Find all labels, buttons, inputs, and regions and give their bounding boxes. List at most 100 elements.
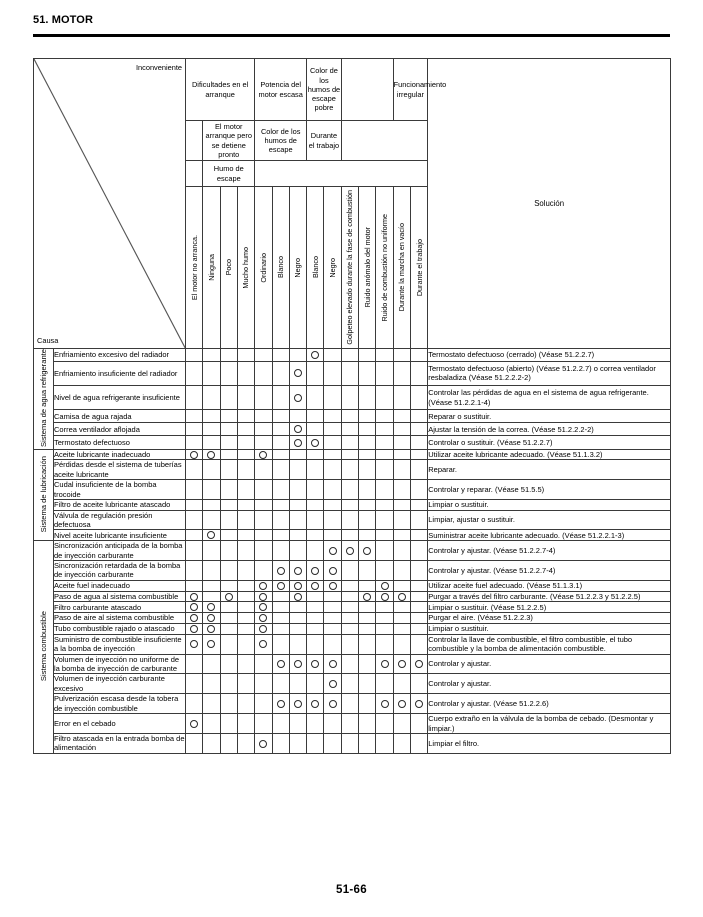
symptom-mark-cell xyxy=(254,612,273,624)
symptom-empty-cell xyxy=(271,622,290,635)
solution-cell: Controlar y ajustar. xyxy=(427,673,672,695)
solution-cell: Cuerpo extraño en la válvula de la bomba… xyxy=(427,713,672,735)
symptom-empty-cell xyxy=(219,540,238,562)
circle-mark-icon xyxy=(276,699,285,708)
symptom-empty-cell xyxy=(358,713,377,735)
table-row: Aceite fuel inadecuado Utilizar aceite fu… xyxy=(34,579,672,592)
symptom-empty-cell xyxy=(236,733,256,754)
symptom-empty-cell xyxy=(323,409,342,424)
circle-mark-icon xyxy=(311,438,320,447)
symptom-empty-cell xyxy=(236,601,256,614)
symptom-mark-cell xyxy=(306,435,325,450)
symptom-empty-cell xyxy=(375,448,394,461)
symptom-empty-cell xyxy=(375,409,394,424)
symptom-empty-cell xyxy=(288,347,308,362)
symptom-empty-cell xyxy=(340,529,360,542)
symptom-empty-cell xyxy=(340,733,360,754)
circle-mark-icon xyxy=(328,581,337,590)
sub-header2-4: x xyxy=(341,160,394,187)
symptom-empty-cell xyxy=(288,509,308,531)
column-header-11: Ruido de combustión no uniforme xyxy=(375,186,394,349)
symptom-empty-cell xyxy=(306,360,325,387)
solution-cell: Limpiar, ajustar o sustituir. xyxy=(427,509,672,531)
solution-cell: Reparar. xyxy=(427,459,672,481)
column-header-label: Durante la marcha en vacío xyxy=(397,223,407,312)
column-header-label: Blanco xyxy=(310,256,320,279)
symptom-empty-cell xyxy=(202,409,221,424)
symptom-empty-cell xyxy=(375,479,394,501)
symptom-empty-cell xyxy=(306,633,325,655)
symptom-empty-cell xyxy=(219,673,238,695)
symptom-empty-cell xyxy=(409,509,429,531)
symptom-mark-cell xyxy=(358,540,377,562)
symptom-empty-cell xyxy=(306,622,325,635)
symptom-empty-cell xyxy=(340,693,360,715)
table-row: Nivel de agua refrigerante insuficiente C… xyxy=(34,385,672,411)
symptom-empty-cell xyxy=(409,560,429,581)
symptom-mark-cell xyxy=(392,653,411,675)
symptom-empty-cell xyxy=(375,540,394,562)
symptom-empty-cell xyxy=(375,612,394,624)
circle-mark-icon xyxy=(311,581,320,590)
symptom-empty-cell xyxy=(375,385,394,411)
symptom-empty-cell xyxy=(306,601,325,614)
symptom-empty-cell xyxy=(271,409,290,424)
symptom-empty-cell xyxy=(409,633,429,655)
symptom-empty-cell xyxy=(184,509,204,531)
cause-cell: Pulverización escasa desde la tobera de … xyxy=(53,693,186,715)
symptom-empty-cell xyxy=(219,347,238,362)
symptom-mark-cell xyxy=(184,601,204,614)
symptom-mark-cell xyxy=(254,448,273,461)
symptom-empty-cell xyxy=(202,733,221,754)
group-header-1: Potencia del motor escasa xyxy=(254,58,308,121)
symptom-empty-cell xyxy=(219,633,238,655)
symptom-empty-cell xyxy=(340,435,360,450)
symptom-empty-cell xyxy=(202,673,221,695)
symptom-empty-cell xyxy=(271,385,290,411)
symptom-empty-cell xyxy=(340,459,360,481)
symptom-empty-cell xyxy=(392,633,411,655)
symptom-mark-cell xyxy=(288,385,308,411)
symptom-empty-cell xyxy=(392,499,411,511)
symptom-mark-cell xyxy=(306,693,325,715)
symptom-empty-cell xyxy=(323,733,342,754)
symptom-empty-cell xyxy=(254,422,273,437)
symptom-empty-cell xyxy=(409,385,429,411)
symptom-empty-cell xyxy=(409,579,429,592)
symptom-empty-cell xyxy=(254,347,273,362)
symptom-empty-cell xyxy=(288,633,308,655)
circle-mark-icon xyxy=(397,660,406,668)
symptom-empty-cell xyxy=(375,422,394,437)
symptom-empty-cell xyxy=(219,509,238,531)
symptom-empty-cell xyxy=(254,713,273,735)
circle-mark-icon xyxy=(311,350,320,359)
solution-cell: Controlar la llave de combustible, el fi… xyxy=(427,633,672,655)
symptom-empty-cell xyxy=(184,459,204,481)
symptom-mark-cell xyxy=(184,590,204,603)
cause-cell: Nivel aceite lubricante insuficiente xyxy=(53,529,186,542)
symptom-mark-cell xyxy=(323,540,342,562)
symptom-empty-cell xyxy=(236,540,256,562)
cause-cell: Nivel de agua refrigerante insuficiente xyxy=(53,385,186,411)
symptom-mark-cell xyxy=(288,579,308,592)
column-header-6: Negro xyxy=(288,186,308,349)
diagonal-line-icon xyxy=(34,59,185,348)
symptom-empty-cell xyxy=(202,653,221,675)
solution-cell: Utilizar aceite lubricante adecuado. (Vé… xyxy=(427,448,672,461)
symptom-empty-cell xyxy=(358,529,377,542)
symptom-empty-cell xyxy=(323,713,342,735)
symptom-empty-cell xyxy=(375,509,394,531)
symptom-empty-cell xyxy=(323,529,342,542)
symptom-empty-cell xyxy=(236,499,256,511)
trouble-axis-label: Inconveniente xyxy=(135,63,182,72)
cause-cell: Sincronización retardada de la bomba de … xyxy=(53,560,186,581)
solution-header: Solución xyxy=(427,58,672,349)
symptom-empty-cell xyxy=(254,459,273,481)
symptom-empty-cell xyxy=(236,653,256,675)
symptom-empty-cell xyxy=(236,360,256,387)
column-header-label: Negro xyxy=(327,257,337,278)
symptom-mark-cell xyxy=(184,713,204,735)
circle-mark-icon xyxy=(207,614,216,623)
circle-mark-icon xyxy=(380,592,389,601)
symptom-mark-cell xyxy=(306,560,325,581)
